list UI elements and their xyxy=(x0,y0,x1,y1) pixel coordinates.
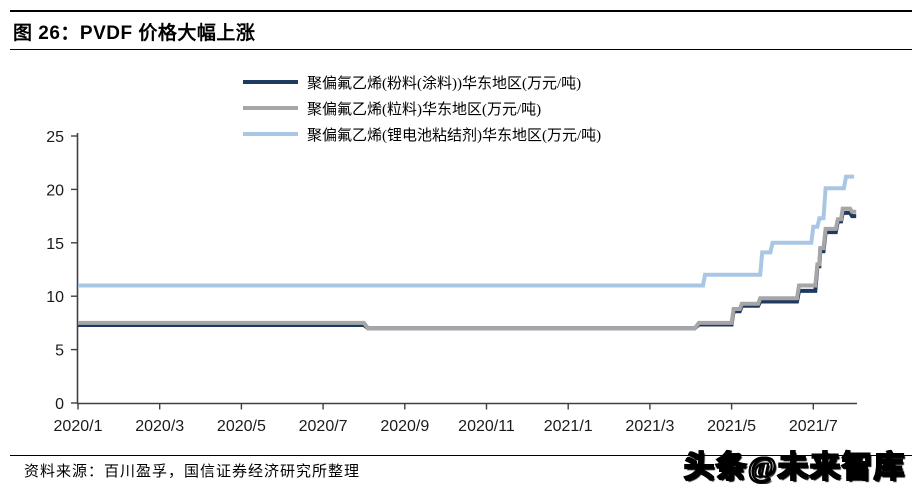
y-tick-label-10: 10 xyxy=(46,289,64,306)
source-note: 资料来源：百川盈孚，国信证券经济研究所整理 xyxy=(24,464,361,480)
y-tick-label-20: 20 xyxy=(46,182,64,199)
x-tick-label-2021/1: 2021/1 xyxy=(544,418,593,435)
chart-legend: 聚偏氟乙烯(粉料(涂料))华东地区(万元/吨) 聚偏氟乙烯(粒料)华东地区(万元/… xyxy=(243,69,601,147)
x-tick-label-2020/1: 2020/1 xyxy=(54,418,103,435)
y-tick-label-0: 0 xyxy=(55,396,64,413)
legend-label-0: 聚偏氟乙烯(粉料(涂料))华东地区(万元/吨) xyxy=(307,75,582,92)
x-tick-label-2020/7: 2020/7 xyxy=(299,418,348,435)
legend-item-0: 聚偏氟乙烯(粉料(涂料))华东地区(万元/吨) xyxy=(243,69,601,95)
x-tick-label-2021/3: 2021/3 xyxy=(625,418,674,435)
legend-swatch-0 xyxy=(243,80,298,84)
x-tick-label-2020/9: 2020/9 xyxy=(380,418,429,435)
series-line-2 xyxy=(78,174,855,288)
legend-swatch-2 xyxy=(243,132,298,136)
x-tick-label-2020/5: 2020/5 xyxy=(217,418,266,435)
figure-title: 图 26：PVDF 价格大幅上涨 xyxy=(13,23,256,44)
title-top-rule xyxy=(10,10,912,12)
footer-rule xyxy=(10,455,912,456)
x-tick-label-2021/7: 2021/7 xyxy=(789,418,838,435)
legend-item-1: 聚偏氟乙烯(粒料)华东地区(万元/吨) xyxy=(243,95,601,121)
y-tick-label-5: 5 xyxy=(55,343,64,360)
y-tick-label-15: 15 xyxy=(46,236,64,253)
legend-label-1: 聚偏氟乙烯(粒料)华东地区(万元/吨) xyxy=(307,101,542,118)
y-tick-label-25: 25 xyxy=(46,129,64,146)
legend-label-2: 聚偏氟乙烯(锂电池粘结剂)华东地区(万元/吨) xyxy=(307,127,602,144)
watermark-toutiao: 头条@未来智库 xyxy=(683,450,906,484)
x-tick-label-2021/5: 2021/5 xyxy=(707,418,756,435)
series-line-1 xyxy=(78,206,857,331)
legend-item-2: 聚偏氟乙烯(锂电池粘结剂)华东地区(万元/吨) xyxy=(243,121,601,147)
legend-swatch-1 xyxy=(243,106,298,110)
x-tick-label-2020/11: 2020/11 xyxy=(458,418,515,435)
title-underline-rule xyxy=(10,49,912,50)
x-tick-label-2020/3: 2020/3 xyxy=(135,418,184,435)
